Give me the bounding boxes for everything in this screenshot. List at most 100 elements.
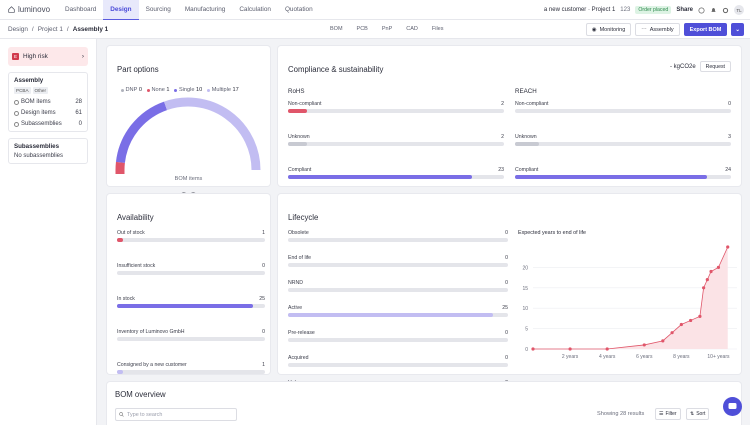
- monitoring-dot-icon: ◉: [591, 26, 597, 33]
- availability-row-bar: [117, 271, 265, 275]
- availability-row-inventory-of-luminovo-gmbh[interactable]: Inventory of Luminovo GmbH 0: [117, 329, 265, 341]
- lifecycle-row-end-of-life[interactable]: End of life 0: [288, 255, 508, 267]
- eol-point: [568, 347, 572, 351]
- risk-indicator[interactable]: E High risk ›: [8, 47, 88, 66]
- legend-value: 17: [232, 87, 239, 93]
- legend-item-dnp: DNP 0: [121, 87, 142, 93]
- co2-request-button[interactable]: Request: [699, 61, 731, 72]
- bom-filter-label: Filter: [665, 411, 677, 417]
- chat-support-button[interactable]: [723, 397, 742, 416]
- nav-tab-design[interactable]: Design: [103, 0, 139, 20]
- availability-row-in-stock[interactable]: In stock 25: [117, 296, 265, 308]
- compliance-row-unknown[interactable]: Unknown 2: [288, 134, 504, 146]
- availability-row-label: Inventory of Luminovo GmbH: [117, 329, 185, 335]
- compliance-row-bar-fill: [288, 142, 308, 146]
- availability-row-out-of-stock[interactable]: Out of stock 1: [117, 230, 265, 242]
- subtab-files[interactable]: Files: [431, 26, 444, 32]
- y-tick-label: 20: [522, 265, 528, 271]
- lifecycle-row-active[interactable]: Active 25: [288, 305, 508, 317]
- more-icon: ⋯: [641, 26, 647, 33]
- brand-logo[interactable]: luminovo: [8, 5, 58, 14]
- lifecycle-row-value: 0: [505, 355, 508, 361]
- breadcrumb: Design / Project 1/ Assembly 1: [8, 25, 109, 33]
- legend-value: 0: [138, 87, 142, 93]
- bom-sort-button[interactable]: ⇅ Sort: [686, 408, 710, 420]
- gauge-segment-single: [115, 101, 168, 164]
- availability-row-consigned-by-a-new-customer[interactable]: Consigned by a new customer 1: [117, 362, 265, 374]
- assembly-row-text: BOM items: [21, 99, 51, 105]
- lifecycle-row-value: 0: [505, 280, 508, 286]
- nav-tab-calculation[interactable]: Calculation: [239, 6, 271, 13]
- lifecycle-row-header: End of life 0: [288, 255, 508, 261]
- availability-row-bar: [117, 304, 265, 308]
- lifecycle-row-bar: [288, 263, 508, 267]
- compliance-row-non-compliant[interactable]: Non-compliant 0: [515, 101, 731, 113]
- availability-row-bar: [117, 238, 265, 242]
- crumb-project[interactable]: Project 1: [37, 25, 63, 33]
- eol-point: [670, 331, 674, 335]
- lifecycle-row-bar: [288, 238, 508, 242]
- lifecycle-row-label: Active: [288, 305, 303, 311]
- lifecycle-row-bar: [288, 363, 508, 367]
- subtab-bom[interactable]: BOM: [330, 26, 343, 32]
- compliance-row-unknown[interactable]: Unknown 3: [515, 134, 731, 146]
- lifecycle-row-acquired[interactable]: Acquired 0: [288, 355, 508, 367]
- assembly-row-value: 61: [75, 110, 82, 116]
- tag-pcba: PCBA: [14, 87, 31, 94]
- share-button[interactable]: Share: [676, 7, 693, 13]
- compliance-row-value: 23: [498, 167, 504, 173]
- assembly-row-bom-items[interactable]: BOM items 28: [14, 99, 82, 105]
- monitoring-button[interactable]: ◉ Monitoring: [585, 23, 632, 36]
- nav-tab-manufacturing[interactable]: Manufacturing: [184, 6, 226, 13]
- compliance-row-value: 24: [725, 167, 731, 173]
- availability-row-label: Consigned by a new customer: [117, 362, 187, 368]
- availability-row-insufficient-stock[interactable]: Insufficient stock 0: [117, 263, 265, 275]
- subassemblies-box: Subassemblies No subassemblies: [8, 138, 88, 164]
- subtab-pcb[interactable]: PCB: [356, 26, 368, 32]
- bom-sort-label: Sort: [696, 411, 706, 417]
- assembly-row-subassemblies[interactable]: Subassemblies 0: [14, 121, 82, 127]
- lifecycle-title: Lifecycle: [288, 213, 319, 222]
- nav-tab-dashboard[interactable]: Dashboard: [65, 6, 97, 13]
- assembly-row-design-items[interactable]: Design items 61: [14, 110, 82, 116]
- history-icon[interactable]: [698, 6, 705, 14]
- legend-value: 10: [196, 87, 203, 93]
- bom-search-input[interactable]: Type to search: [115, 408, 237, 421]
- lifecycle-row-label: Obsolete: [288, 230, 309, 236]
- eol-point: [709, 269, 713, 274]
- lifecycle-row-nrnd[interactable]: NRND 0: [288, 280, 508, 292]
- bom-overview-title: BOM overview: [115, 390, 166, 399]
- sidebar: E High risk › Assembly PCBA Other BOM ite…: [0, 39, 97, 425]
- home-icon: [8, 6, 15, 13]
- settings-icon[interactable]: [722, 7, 729, 14]
- gauge-none-marker: [115, 169, 125, 174]
- top-navigation: luminovo Dashboard Design Sourcing Manufact…: [0, 0, 750, 20]
- lifecycle-row-pre-release[interactable]: Pre-release 0: [288, 330, 508, 342]
- circle-icon: [14, 121, 19, 127]
- bom-filter-button[interactable]: ☰ Filter: [655, 408, 681, 420]
- subtab-cad[interactable]: CAD: [406, 26, 418, 32]
- lifecycle-row-obsolete[interactable]: Obsolete 0: [288, 230, 508, 242]
- compliance-row-compliant[interactable]: Compliant 24: [515, 167, 731, 179]
- compliance-row-non-compliant[interactable]: Non-compliant 2: [288, 101, 504, 113]
- part-options-gauge: [115, 97, 261, 174]
- crumb-design[interactable]: Design: [8, 25, 28, 33]
- nav-tab-sourcing[interactable]: Sourcing: [145, 6, 171, 13]
- eol-point: [716, 265, 721, 269]
- circle-icon: [14, 99, 19, 105]
- subtab-pnp[interactable]: PnP: [381, 26, 393, 32]
- nav-tab-quotation[interactable]: Quotation: [284, 6, 313, 13]
- export-bom-button[interactable]: Export BOM: [683, 23, 728, 36]
- order-status-badge: Order placed: [635, 6, 672, 14]
- x-tick-label: 2 years: [562, 354, 579, 360]
- assembly-button[interactable]: ⋯ Assembly: [635, 23, 680, 36]
- project-name[interactable]: a new customer · Project 1: [543, 7, 616, 13]
- export-menu-button[interactable]: ⌄: [731, 23, 744, 36]
- user-avatar[interactable]: TL: [734, 5, 744, 15]
- compliance-row-compliant[interactable]: Compliant 23: [288, 167, 504, 179]
- compliance-group-title: REACH: [515, 88, 537, 95]
- bell-icon[interactable]: [710, 7, 717, 14]
- eol-point: [726, 245, 730, 249]
- legend-swatch: [146, 88, 150, 92]
- eol-chart-title: Expected years to end of life: [518, 230, 587, 236]
